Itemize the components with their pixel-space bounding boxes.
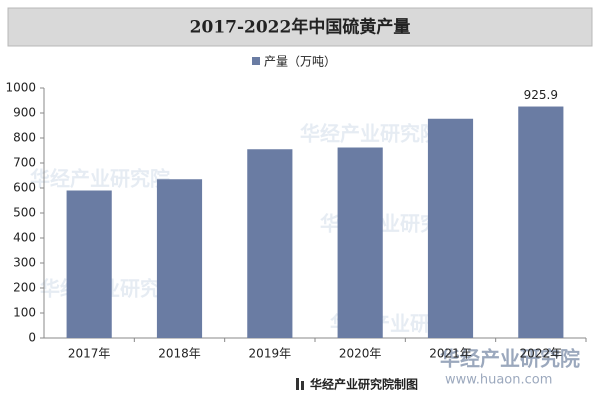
y-tick-label: 0	[28, 331, 36, 345]
source-icon	[296, 378, 299, 390]
watermark: 华经产业研究院	[440, 347, 580, 371]
watermark-url: www.huaon.com	[445, 373, 552, 388]
y-tick-label: 100	[13, 306, 36, 320]
bar	[247, 149, 293, 338]
x-tick-label: 2018年	[158, 347, 201, 361]
y-tick-label: 1000	[5, 81, 36, 95]
watermark: 华经产业研究院	[30, 167, 170, 191]
y-tick-label: 400	[13, 231, 36, 245]
legend-label: 产量（万吨）	[264, 55, 336, 69]
x-tick-label: 2020年	[339, 347, 382, 361]
x-tick-label: 2017年	[68, 347, 111, 361]
watermark: 华经产业研究院	[300, 122, 440, 146]
chart-title: 2017-2022年中国硫黄产量	[190, 17, 411, 38]
x-tick-label: 2021年	[429, 347, 472, 361]
bar	[66, 190, 112, 338]
legend-swatch	[252, 57, 260, 65]
source: 华经产业研究院制图	[310, 377, 418, 392]
value-label: 925.9	[524, 88, 558, 102]
x-tick-label: 2019年	[249, 347, 292, 361]
y-tick-label: 500	[13, 206, 36, 220]
y-tick-label: 300	[13, 256, 36, 270]
y-tick-label: 800	[13, 131, 36, 145]
y-tick-label: 700	[13, 156, 36, 170]
source-icon	[301, 381, 304, 390]
y-tick-label: 200	[13, 281, 36, 295]
y-tick-label: 600	[13, 181, 36, 195]
bar	[337, 147, 383, 338]
x-tick-label: 2022年	[520, 347, 563, 361]
bar	[427, 118, 474, 338]
y-tick-label: 900	[13, 106, 36, 120]
bar	[156, 179, 203, 338]
bar	[518, 106, 564, 339]
title-banner	[7, 7, 593, 47]
